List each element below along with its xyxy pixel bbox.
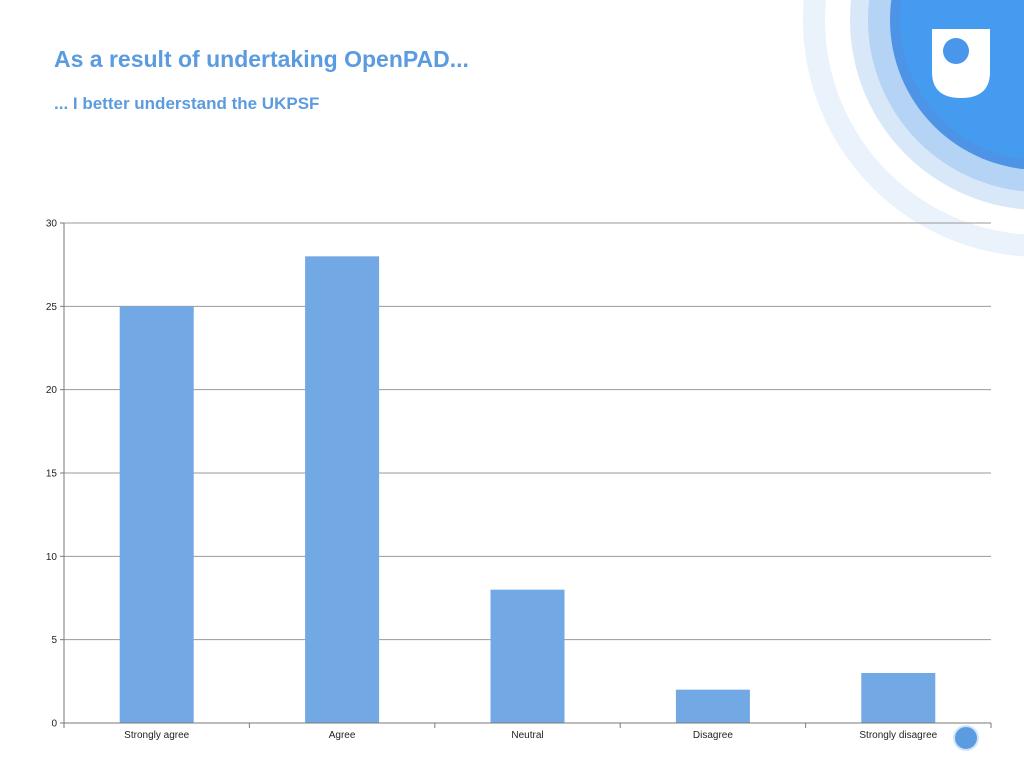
- y-tick-label: 15: [46, 469, 58, 480]
- x-tick-label: Strongly disagree: [859, 730, 937, 741]
- bar-disagree: [675, 689, 750, 723]
- y-tick-label: 30: [46, 219, 58, 230]
- x-tick-label: Agree: [329, 730, 356, 741]
- slide-title: As a result of undertaking OpenPAD...: [54, 46, 469, 72]
- y-tick-label: 0: [51, 719, 57, 730]
- bars: [119, 256, 936, 723]
- bar-agree: [305, 256, 380, 723]
- axes: [63, 223, 992, 728]
- y-tick-label: 20: [46, 385, 58, 396]
- bar-strongly-agree: [119, 306, 194, 723]
- y-tick-label: 10: [46, 552, 58, 563]
- slide-subtitle: ... I better understand the UKPSF: [54, 94, 320, 113]
- x-tick-label: Neutral: [511, 730, 543, 741]
- y-tick-label: 5: [51, 635, 57, 646]
- x-axis-tick-labels: Strongly agree Agree Neutral Disagree Strong…: [124, 730, 937, 741]
- bar-neutral: [490, 589, 565, 723]
- y-axis-tick-labels: 0 5 10 15 20 25 30: [46, 219, 58, 730]
- y-tick-label: 25: [46, 302, 58, 313]
- x-tick-label: Strongly agree: [124, 730, 189, 741]
- bar-strongly-disagree: [861, 673, 936, 723]
- x-tick-label: Disagree: [693, 730, 733, 741]
